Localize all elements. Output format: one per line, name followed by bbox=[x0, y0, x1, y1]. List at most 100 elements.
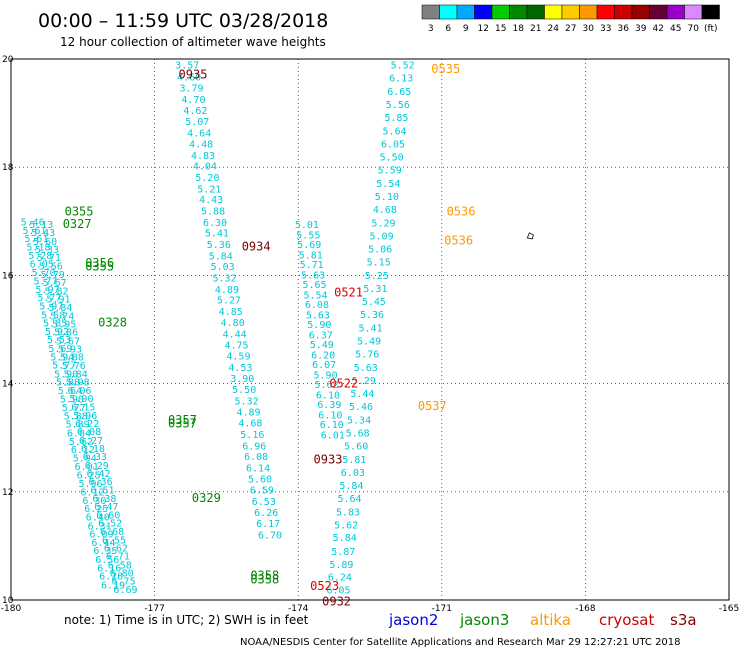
swh-value: 6.10 bbox=[316, 390, 340, 401]
swh-value: 5.85 bbox=[384, 113, 408, 124]
swh-value: 5.60 bbox=[344, 441, 368, 452]
swh-value: 5.50 bbox=[380, 152, 404, 163]
swh-value: 5.93 bbox=[58, 344, 82, 355]
swh-value: 5.88 bbox=[60, 353, 84, 364]
swh-value: 5.64 bbox=[382, 126, 406, 137]
swh-value: 6.22 bbox=[75, 419, 99, 430]
swh-value: 6.27 bbox=[79, 436, 103, 447]
note-text: note: 1) Time is in UTC; 2) SWH is in fe… bbox=[64, 613, 309, 627]
swh-value: 5.88 bbox=[64, 412, 88, 423]
colorbar-swatch bbox=[544, 4, 563, 20]
swh-value: 5.96 bbox=[73, 411, 97, 422]
swh-value: 4.60 bbox=[177, 72, 201, 83]
swh-value: 6.25 bbox=[84, 504, 108, 515]
time-label: 0358 bbox=[250, 572, 279, 586]
swh-value: 5.79 bbox=[41, 270, 65, 281]
swh-value: 5.90 bbox=[314, 370, 338, 381]
swh-value: 4.70 bbox=[181, 95, 205, 106]
swh-value: 6.42 bbox=[87, 469, 111, 480]
swh-value: 5.86 bbox=[54, 328, 78, 339]
time-label: 0357 bbox=[168, 413, 197, 427]
swh-value: 6.08 bbox=[244, 452, 268, 463]
swh-value: 6.37 bbox=[309, 330, 333, 341]
swh-value: 6.70 bbox=[258, 531, 282, 542]
swh-value: 3.57 bbox=[175, 60, 199, 71]
swh-value: 4.68 bbox=[238, 419, 262, 430]
swh-value: 5.18 bbox=[26, 243, 50, 254]
swh-value: 5.87 bbox=[331, 547, 355, 558]
swh-value: 5.90 bbox=[60, 395, 84, 406]
swh-value: 4.04 bbox=[193, 162, 217, 173]
swh-value: 5.49 bbox=[357, 336, 381, 347]
swh-value: 5.69 bbox=[48, 344, 72, 355]
swh-value: 6.25 bbox=[77, 470, 101, 481]
swh-value: 3.90 bbox=[230, 374, 254, 385]
colorbar-swatch bbox=[526, 4, 545, 20]
swh-value: 6.44 bbox=[91, 538, 115, 549]
colorbar-label: 27 bbox=[565, 24, 576, 34]
x-tick-label: -165 bbox=[719, 604, 739, 614]
swh-value: 4.44 bbox=[223, 329, 247, 340]
swh-value: 5.58 bbox=[41, 310, 65, 321]
legend-cryosat: cryosat bbox=[599, 611, 654, 629]
swh-value: 5.97 bbox=[35, 285, 59, 296]
swh-value: 5.64 bbox=[58, 386, 82, 397]
swh-value: 5.50 bbox=[232, 385, 256, 396]
time-label: 0327 bbox=[63, 217, 92, 231]
swh-value: 4.62 bbox=[183, 106, 207, 117]
swh-value: 4.68 bbox=[373, 205, 397, 216]
swh-value: 5.70 bbox=[32, 268, 56, 279]
time-label: 0522 bbox=[329, 377, 358, 391]
colorbar-label: 3 bbox=[428, 24, 434, 34]
colorbar-swatch bbox=[579, 4, 598, 20]
colorbar-swatch bbox=[456, 4, 475, 20]
colorbar-swatch bbox=[631, 4, 650, 20]
swh-value: 5.64 bbox=[337, 494, 361, 505]
swh-value: 5.09 bbox=[370, 231, 394, 242]
swh-value: 5.20 bbox=[195, 173, 219, 184]
swh-value: 6.56 bbox=[95, 555, 119, 566]
time-label: 0356 bbox=[85, 256, 114, 270]
swh-values: 3.574.603.794.704.625.074.644.484.834.04… bbox=[21, 60, 415, 596]
swh-value: 5.34 bbox=[347, 415, 371, 426]
swh-value: 5.84 bbox=[64, 369, 88, 380]
swh-value: 5.84 bbox=[209, 251, 233, 262]
swh-value: 5.59 bbox=[378, 165, 402, 176]
time-label: 0355 bbox=[65, 204, 94, 218]
markers bbox=[526, 232, 534, 240]
swh-value: 5.62 bbox=[69, 437, 93, 448]
swh-value: 5.29 bbox=[371, 218, 395, 229]
swh-value: 5.63 bbox=[306, 310, 330, 321]
swh-value: 6.68 bbox=[100, 527, 124, 538]
swh-value: 5.10 bbox=[375, 192, 399, 203]
swh-value: 5.07 bbox=[185, 117, 209, 128]
swh-value: 5.45 bbox=[362, 297, 386, 308]
swh-value: 5.33 bbox=[35, 245, 59, 256]
swh-value: 6.71 bbox=[106, 552, 130, 563]
swh-value: 5.88 bbox=[201, 206, 225, 217]
swh-value: 6.06 bbox=[67, 386, 91, 397]
swh-value: 5.77 bbox=[37, 293, 61, 304]
time-label: 0523 bbox=[310, 579, 339, 593]
swh-value: 5.71 bbox=[300, 260, 324, 271]
swh-value: 6.53 bbox=[252, 497, 276, 508]
swh-value: 5.54 bbox=[303, 290, 327, 301]
swh-value: 5.71 bbox=[37, 253, 61, 264]
swh-value: 6.14 bbox=[246, 463, 270, 474]
colorbar-label: 39 bbox=[635, 24, 647, 34]
swh-value: 6.39 bbox=[317, 400, 341, 411]
swh-value: 5.31 bbox=[363, 284, 387, 295]
swh-value: 5.36 bbox=[207, 240, 231, 251]
swh-value: 6.38 bbox=[92, 494, 116, 505]
swh-value: 5.98 bbox=[66, 377, 90, 388]
swh-value: 5.77 bbox=[62, 403, 86, 414]
swh-value: 6.05 bbox=[326, 586, 350, 597]
satellite-legend: jason2 jason3 altika cryosat s3a bbox=[388, 611, 697, 629]
colorbar-swatch bbox=[666, 4, 685, 20]
y-tick-label: 20 bbox=[2, 55, 14, 65]
swh-value: 5.25 bbox=[365, 271, 389, 282]
swh-value: 5.82 bbox=[45, 287, 69, 298]
swh-value: 6.15 bbox=[71, 402, 95, 413]
swh-value: 6.36 bbox=[89, 477, 113, 488]
swh-value: 6.12 bbox=[71, 445, 95, 456]
